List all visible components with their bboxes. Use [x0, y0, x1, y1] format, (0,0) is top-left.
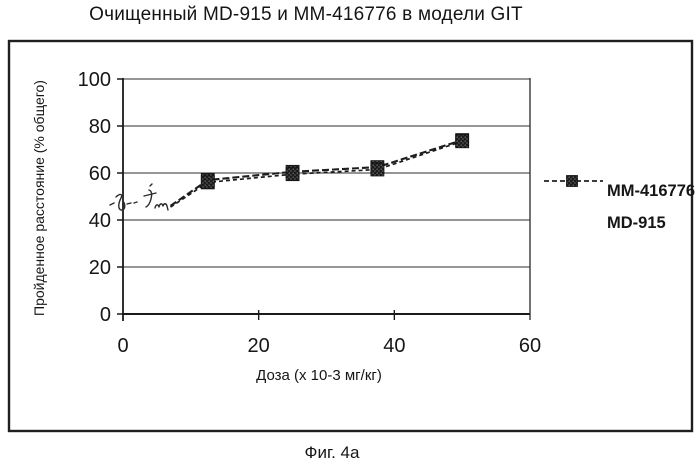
- handwritten-stroke: [143, 192, 157, 197]
- figure-title: Очищенный MD-915 и ММ-416776 в модели GI…: [89, 4, 523, 25]
- marker-MD-915-4: [455, 134, 470, 149]
- legend-label-MM-416776: MM-416776: [607, 182, 695, 200]
- y-tick-label-80: 80: [89, 116, 111, 138]
- figure-border: [7, 39, 694, 433]
- marker-MD-915-1: [200, 175, 215, 190]
- handwritten-stroke: [115, 193, 126, 211]
- y-tick-label-40: 40: [89, 210, 111, 232]
- marker-MD-915-3: [370, 162, 385, 177]
- marker-MD-915-2: [285, 167, 300, 182]
- legend-marker-square: [566, 175, 578, 187]
- handwritten-stroke: [145, 189, 153, 208]
- x-tick-label-20: 20: [248, 335, 270, 357]
- handwritten-stroke: [126, 201, 138, 205]
- y-tick-label-20: 20: [89, 257, 111, 279]
- handwritten-stroke: [149, 183, 153, 187]
- legend-label-MD-915: MD-915: [607, 214, 666, 232]
- y-tick-label-60: 60: [89, 163, 111, 185]
- handwritten-stroke: [109, 202, 115, 206]
- y-tick-label-0: 0: [100, 304, 111, 326]
- x-tick-label-60: 60: [519, 335, 541, 357]
- figure-caption: Фиг. 4а: [304, 443, 360, 462]
- x-tick-label-0: 0: [117, 335, 128, 357]
- legend: MM-416776 MD-915: [544, 175, 695, 232]
- x-tick-label-40: 40: [383, 335, 405, 357]
- x-axis-title: Доза (х 10-3 мг/кг): [256, 367, 382, 384]
- handwritten-stroke: [154, 203, 169, 211]
- y-axis-title: Пройденное расстояние (% общего): [31, 80, 47, 316]
- y-tick-label-100: 100: [78, 69, 111, 91]
- handwritten-annotation: [109, 183, 169, 211]
